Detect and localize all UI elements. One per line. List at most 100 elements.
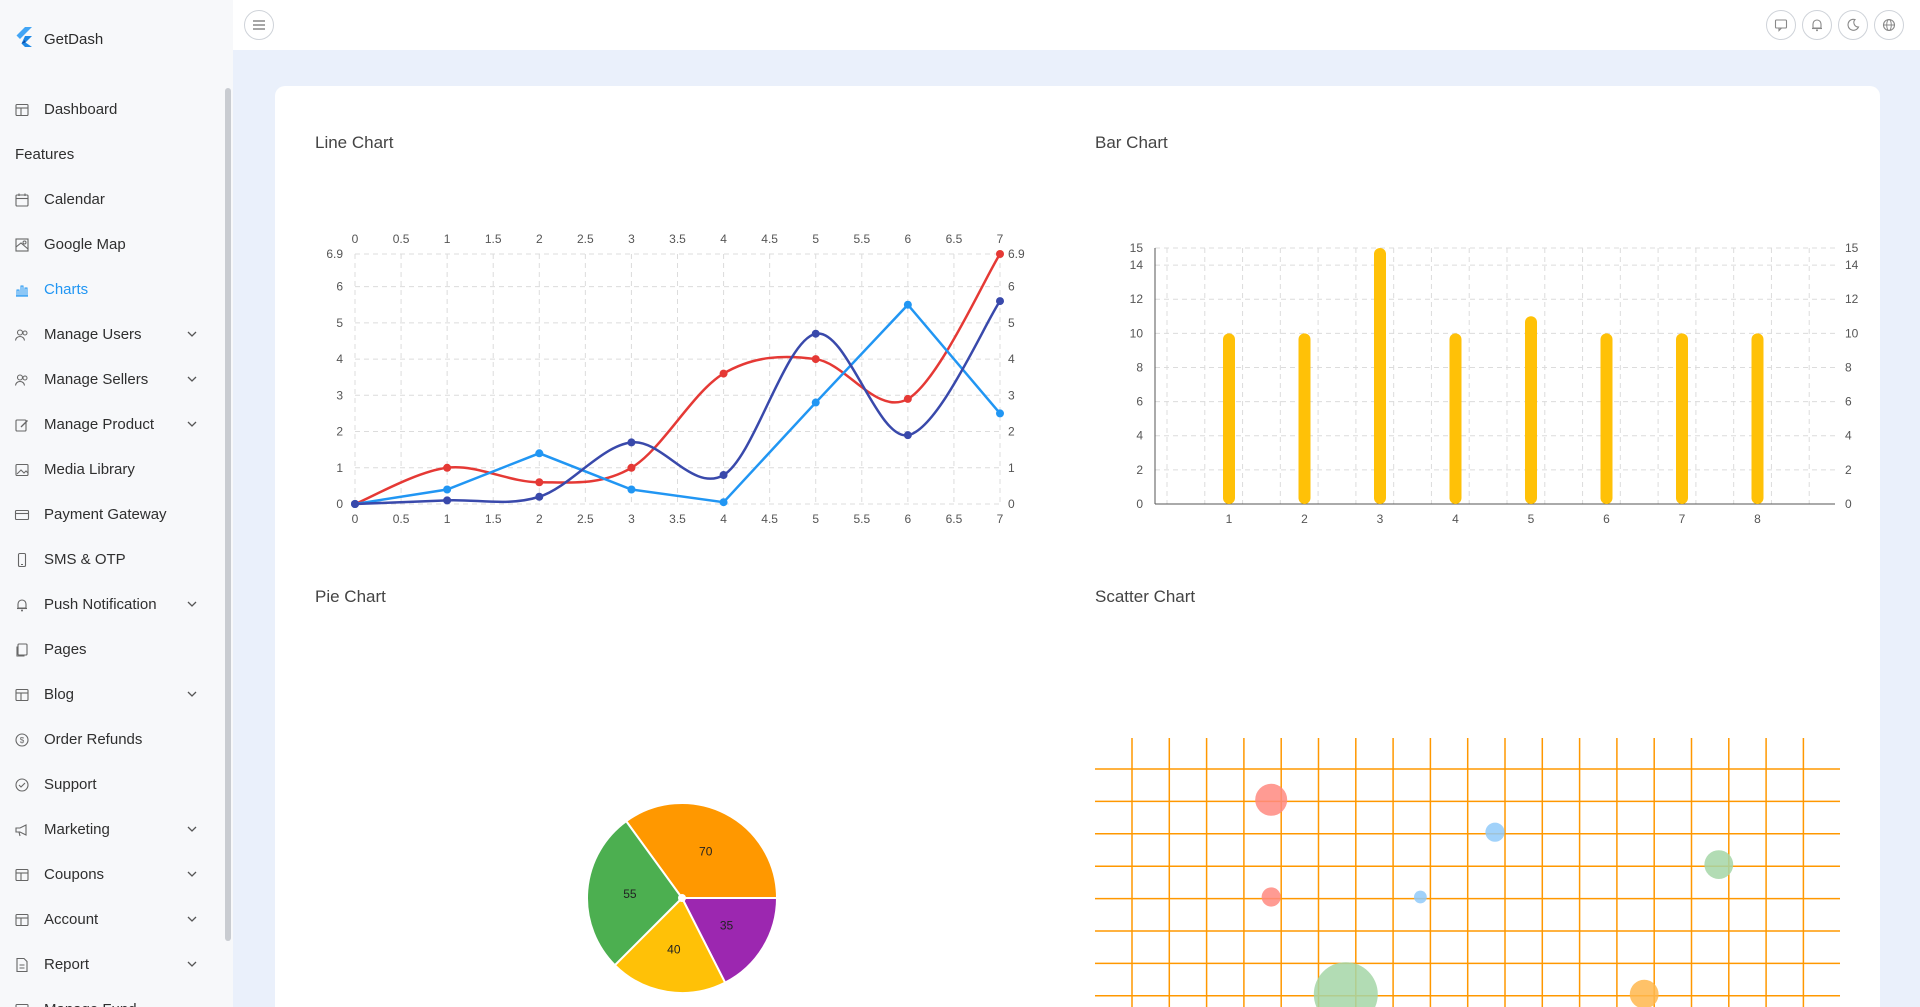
x-tick-label: 4 <box>1452 512 1459 526</box>
sidebar-item-label: Charts <box>44 281 89 298</box>
globe-icon <box>1882 18 1896 32</box>
chevron-down-icon <box>185 327 199 341</box>
product-edit-icon <box>14 417 30 433</box>
pie-slice <box>680 897 779 984</box>
pages-icon <box>14 642 30 658</box>
sidebar-item-label: SMS & OTP <box>44 551 126 568</box>
sidebar-item-label: Account <box>44 911 99 928</box>
bell-icon <box>1812 19 1822 32</box>
x-tick-label-top: 0 <box>352 232 359 246</box>
x-tick-label-top: 6.5 <box>946 232 963 246</box>
sidebar-item-label: Push Notification <box>44 596 157 613</box>
dark-mode-button[interactable] <box>1838 10 1868 40</box>
svg-text:$: $ <box>20 736 25 745</box>
bar <box>1449 333 1462 504</box>
y-tick-label: 0 <box>336 497 343 511</box>
sidebar-item-manage-sellers[interactable]: Manage Sellers <box>0 357 221 402</box>
line-series-2 <box>354 302 1001 506</box>
line-point <box>811 398 820 407</box>
y-tick-label: 6.9 <box>326 247 343 261</box>
chevron-down-icon <box>185 687 199 701</box>
dollar-icon: $ <box>14 732 30 748</box>
line-point <box>811 355 820 364</box>
sidebar-item-payment-gateway[interactable]: Payment Gateway <box>0 492 221 537</box>
chevron-down-icon <box>185 867 199 881</box>
sidebar-item-manage-fund[interactable]: Manage Fund <box>0 987 221 1007</box>
sidebar-item-label: Google Map <box>44 236 126 253</box>
y-tick-label: 8 <box>1136 360 1143 374</box>
x-tick-label: 8 <box>1754 512 1761 526</box>
y-tick-label-right: 6 <box>1008 280 1015 294</box>
x-tick-label: 7 <box>1679 512 1686 526</box>
chevron-down-icon <box>185 912 199 926</box>
sidebar-item-label: Dashboard <box>44 101 118 118</box>
dashboard-icon <box>14 102 30 118</box>
sidebar-item-coupons[interactable]: Coupons <box>0 852 221 897</box>
x-tick-label-top: 4.5 <box>761 232 778 246</box>
sidebar-item-label: Pages <box>44 641 87 658</box>
x-tick-label-top: 3 <box>628 232 635 246</box>
sidebar-item-support[interactable]: Support <box>0 762 221 807</box>
sidebar-item-dashboard[interactable]: Dashboard <box>0 87 221 132</box>
line-point <box>903 300 912 309</box>
line-point <box>903 394 912 403</box>
sidebar-item-label: Order Refunds <box>44 731 143 748</box>
pie-center <box>678 894 686 902</box>
y-tick-label: 14 <box>1130 258 1144 272</box>
sidebar-item-marketing[interactable]: Marketing <box>0 807 221 852</box>
pie-slice-label: 40 <box>667 943 681 957</box>
bar <box>1223 333 1235 504</box>
sidebar-scrollbar[interactable] <box>225 88 231 941</box>
y-tick-label: 2 <box>1136 463 1143 477</box>
menu-button[interactable] <box>244 10 274 40</box>
sidebar-item-blog[interactable]: Blog <box>0 672 221 717</box>
sidebar-item-google-map[interactable]: Google Map <box>0 222 221 267</box>
sidebar-item-order-refunds[interactable]: $ Order Refunds <box>0 717 221 762</box>
sidebar-item-charts[interactable]: Charts <box>0 267 221 312</box>
sidebar-item-report[interactable]: Report <box>0 942 221 987</box>
sidebar: GetDash Dashboard Features Calendar Google … <box>0 0 233 1007</box>
flutter-logo-icon <box>16 27 32 51</box>
line-point <box>535 478 544 487</box>
y-tick-label: 1 <box>336 461 343 475</box>
sidebar-item-label: Report <box>44 956 90 973</box>
x-tick-label: 3 <box>1377 512 1384 526</box>
x-tick-label: 2 <box>1301 512 1308 526</box>
chart-icon <box>14 282 30 298</box>
y-tick-label: 15 <box>1130 241 1144 255</box>
moon-icon <box>1847 18 1860 31</box>
sidebar-item-account[interactable]: Account <box>0 897 221 942</box>
sidebar-item-label: Media Library <box>44 461 135 478</box>
bar <box>1751 333 1764 504</box>
fund-icon <box>14 1002 30 1007</box>
sidebar-item-calendar[interactable]: Calendar <box>0 177 221 222</box>
line-point <box>627 463 636 472</box>
y-tick-label: 3 <box>336 388 343 402</box>
bar <box>1298 333 1311 504</box>
notifications-button[interactable] <box>1802 10 1832 40</box>
scatter-point <box>1414 890 1427 904</box>
sidebar-item-push-notification[interactable]: Push Notification <box>0 582 221 627</box>
sidebar-item-sms-otp[interactable]: SMS & OTP <box>0 537 221 582</box>
brand[interactable]: GetDash <box>16 24 103 54</box>
megaphone-icon <box>14 822 30 838</box>
messages-button[interactable] <box>1766 10 1796 40</box>
chevron-down-icon <box>185 372 199 386</box>
pie-chart-title: Pie Chart <box>315 587 386 606</box>
x-tick-label-top: 5.5 <box>853 232 870 246</box>
sidebar-item-pages[interactable]: Pages <box>0 627 221 672</box>
line-point <box>443 463 452 472</box>
sidebar-item-media-library[interactable]: Media Library <box>0 447 221 492</box>
x-tick-label: 4 <box>720 512 727 526</box>
line-chart-title: Line Chart <box>315 133 394 152</box>
scatter-point <box>1313 962 1378 1007</box>
x-tick-label: 1 <box>1226 512 1233 526</box>
y-tick-label-right: 12 <box>1845 292 1859 306</box>
language-button[interactable] <box>1874 10 1904 40</box>
menu-icon <box>253 20 265 30</box>
y-tick-label-right: 4 <box>1008 352 1015 366</box>
sidebar-item-manage-users[interactable]: Manage Users <box>0 312 221 357</box>
sidebar-item-label: Manage Product <box>44 416 155 433</box>
sidebar-item-manage-product[interactable]: Manage Product <box>0 402 221 447</box>
scatter-chart <box>1095 738 1840 1007</box>
